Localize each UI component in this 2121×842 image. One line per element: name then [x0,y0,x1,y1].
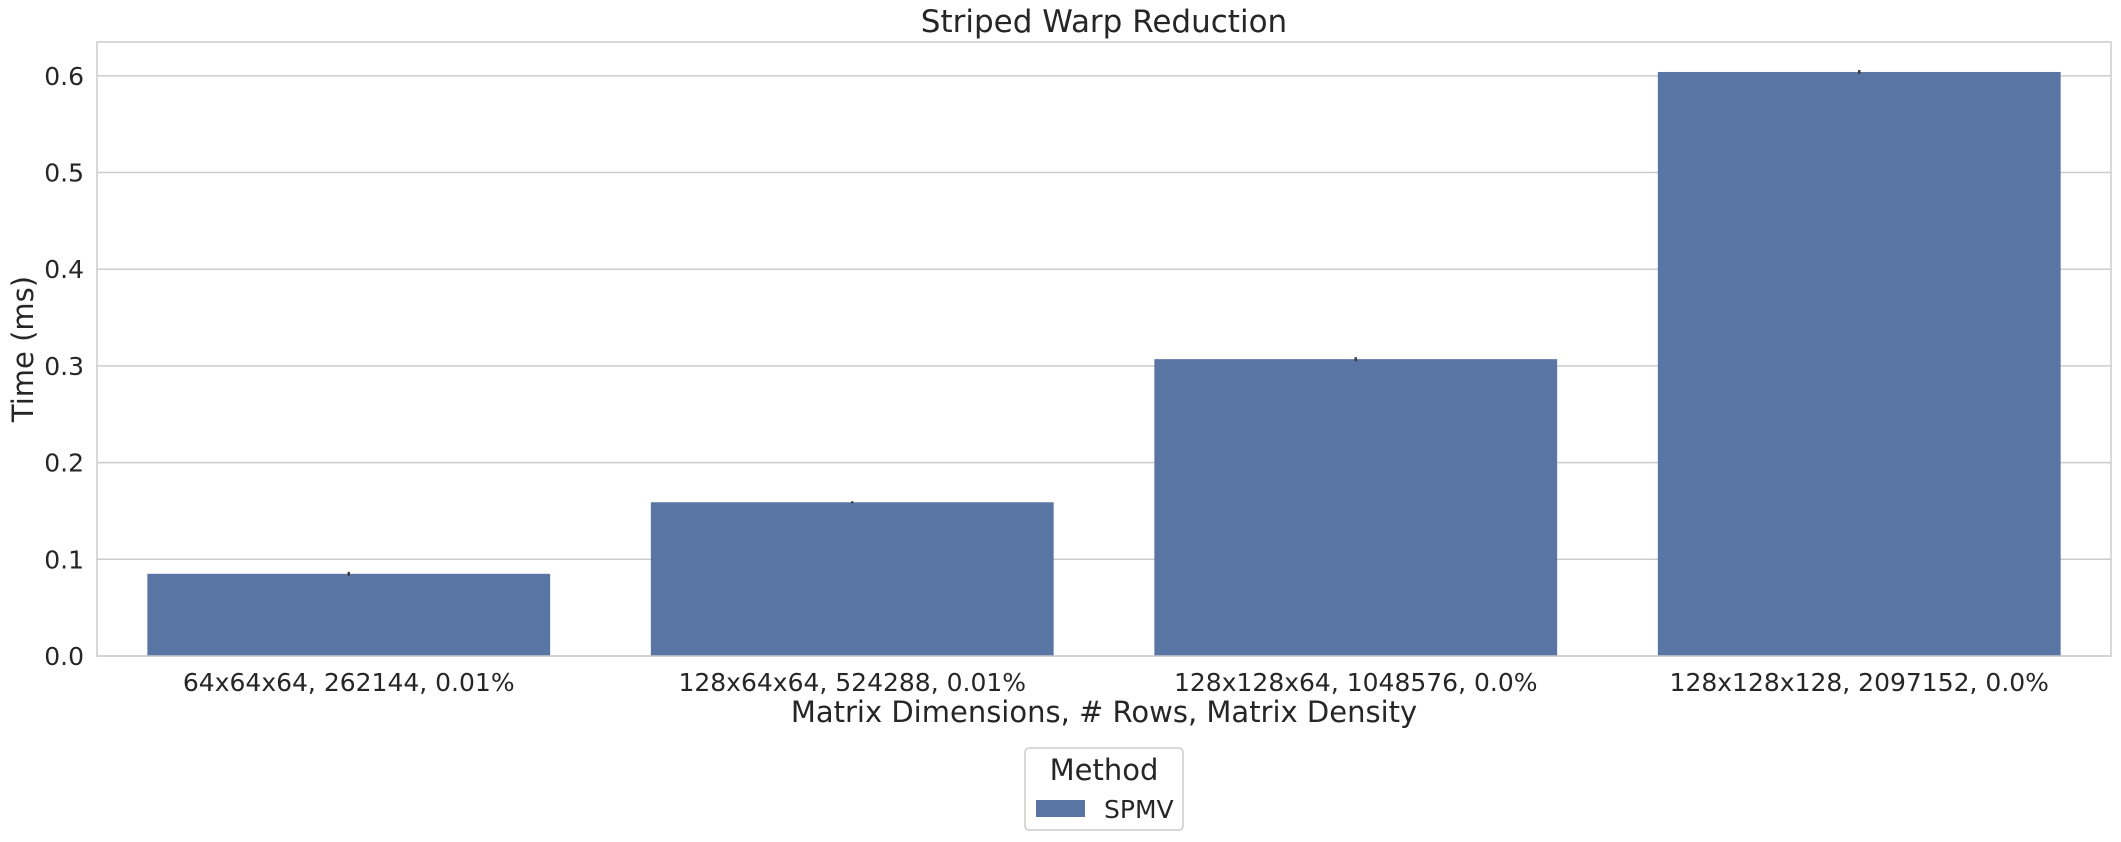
y-tick-label: 0.5 [44,159,84,188]
x-tick-labels: 64x64x64, 262144, 0.01% 128x64x64, 524288… [183,668,2049,697]
legend-label-spmv: SPMV [1104,795,1174,824]
bar-2 [650,502,1054,656]
bars-group [147,71,2061,657]
y-tick-label: 0.4 [44,255,84,284]
bar-4 [1657,71,2061,657]
x-tick-label: 128x128x64, 1048576, 0.0% [1174,668,1537,697]
x-tick-label: 64x64x64, 262144, 0.01% [183,668,515,697]
y-tick-label: 0.1 [44,545,84,574]
plot-frame [96,41,2112,657]
error-bars-group [347,70,1861,576]
x-tick-label: 128x64x64, 524288, 0.01% [678,668,1026,697]
grid-lines [97,75,2111,657]
chart-title: Striped Warp Reduction [921,4,1287,40]
y-axis-label: Time (ms) [6,276,40,423]
legend-title: Method [1050,753,1159,787]
y-tick-label: 0.6 [44,62,84,91]
y-tick-label: 0.3 [44,352,84,381]
bar-3 [1154,359,1558,656]
x-tick-label: 128x128x128, 2097152, 0.0% [1670,668,2049,697]
legend-swatch-spmv [1036,800,1085,817]
bar-1 [147,573,551,656]
y-tick-labels: 0.0 0.1 0.2 0.3 0.4 0.5 0.6 [44,62,84,671]
y-tick-label: 0.0 [44,642,84,671]
y-tick-label: 0.2 [44,449,84,478]
x-axis-label: Matrix Dimensions, # Rows, Matrix Densit… [791,695,1417,729]
legend: Method SPMV [1024,747,1184,831]
